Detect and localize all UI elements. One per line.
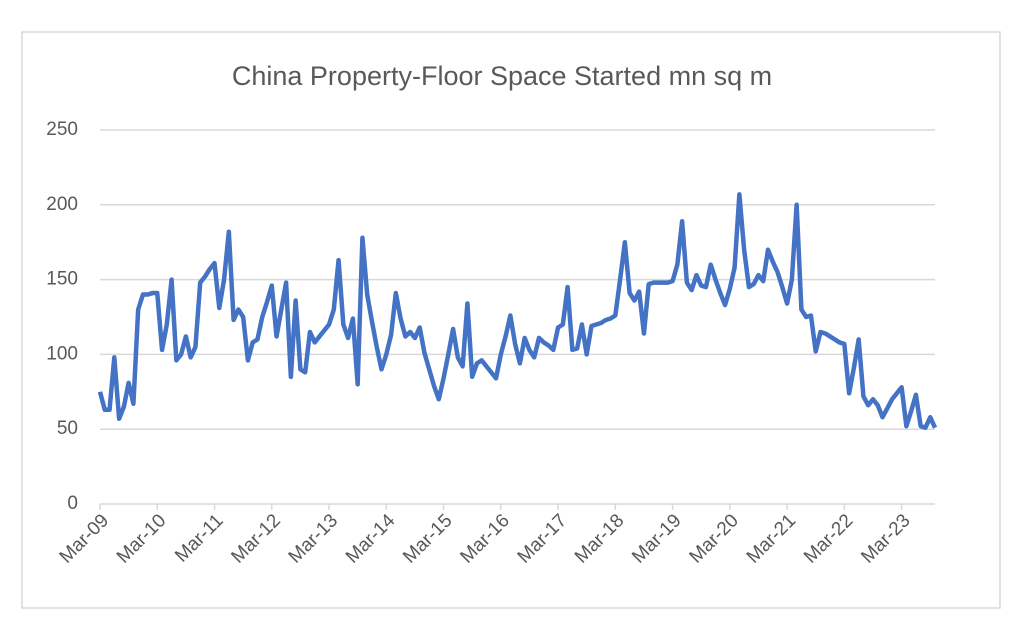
line-series — [97, 192, 938, 430]
y-tick-label: 150 — [46, 269, 78, 290]
y-tick-label: 100 — [46, 343, 78, 364]
y-tick-label: 250 — [46, 119, 78, 140]
y-tick-label: 0 — [67, 493, 78, 514]
y-tick-label: 200 — [46, 194, 78, 215]
chart-title: China Property-Floor Space Started mn sq… — [232, 61, 772, 91]
y-tick-label: 50 — [57, 418, 78, 439]
